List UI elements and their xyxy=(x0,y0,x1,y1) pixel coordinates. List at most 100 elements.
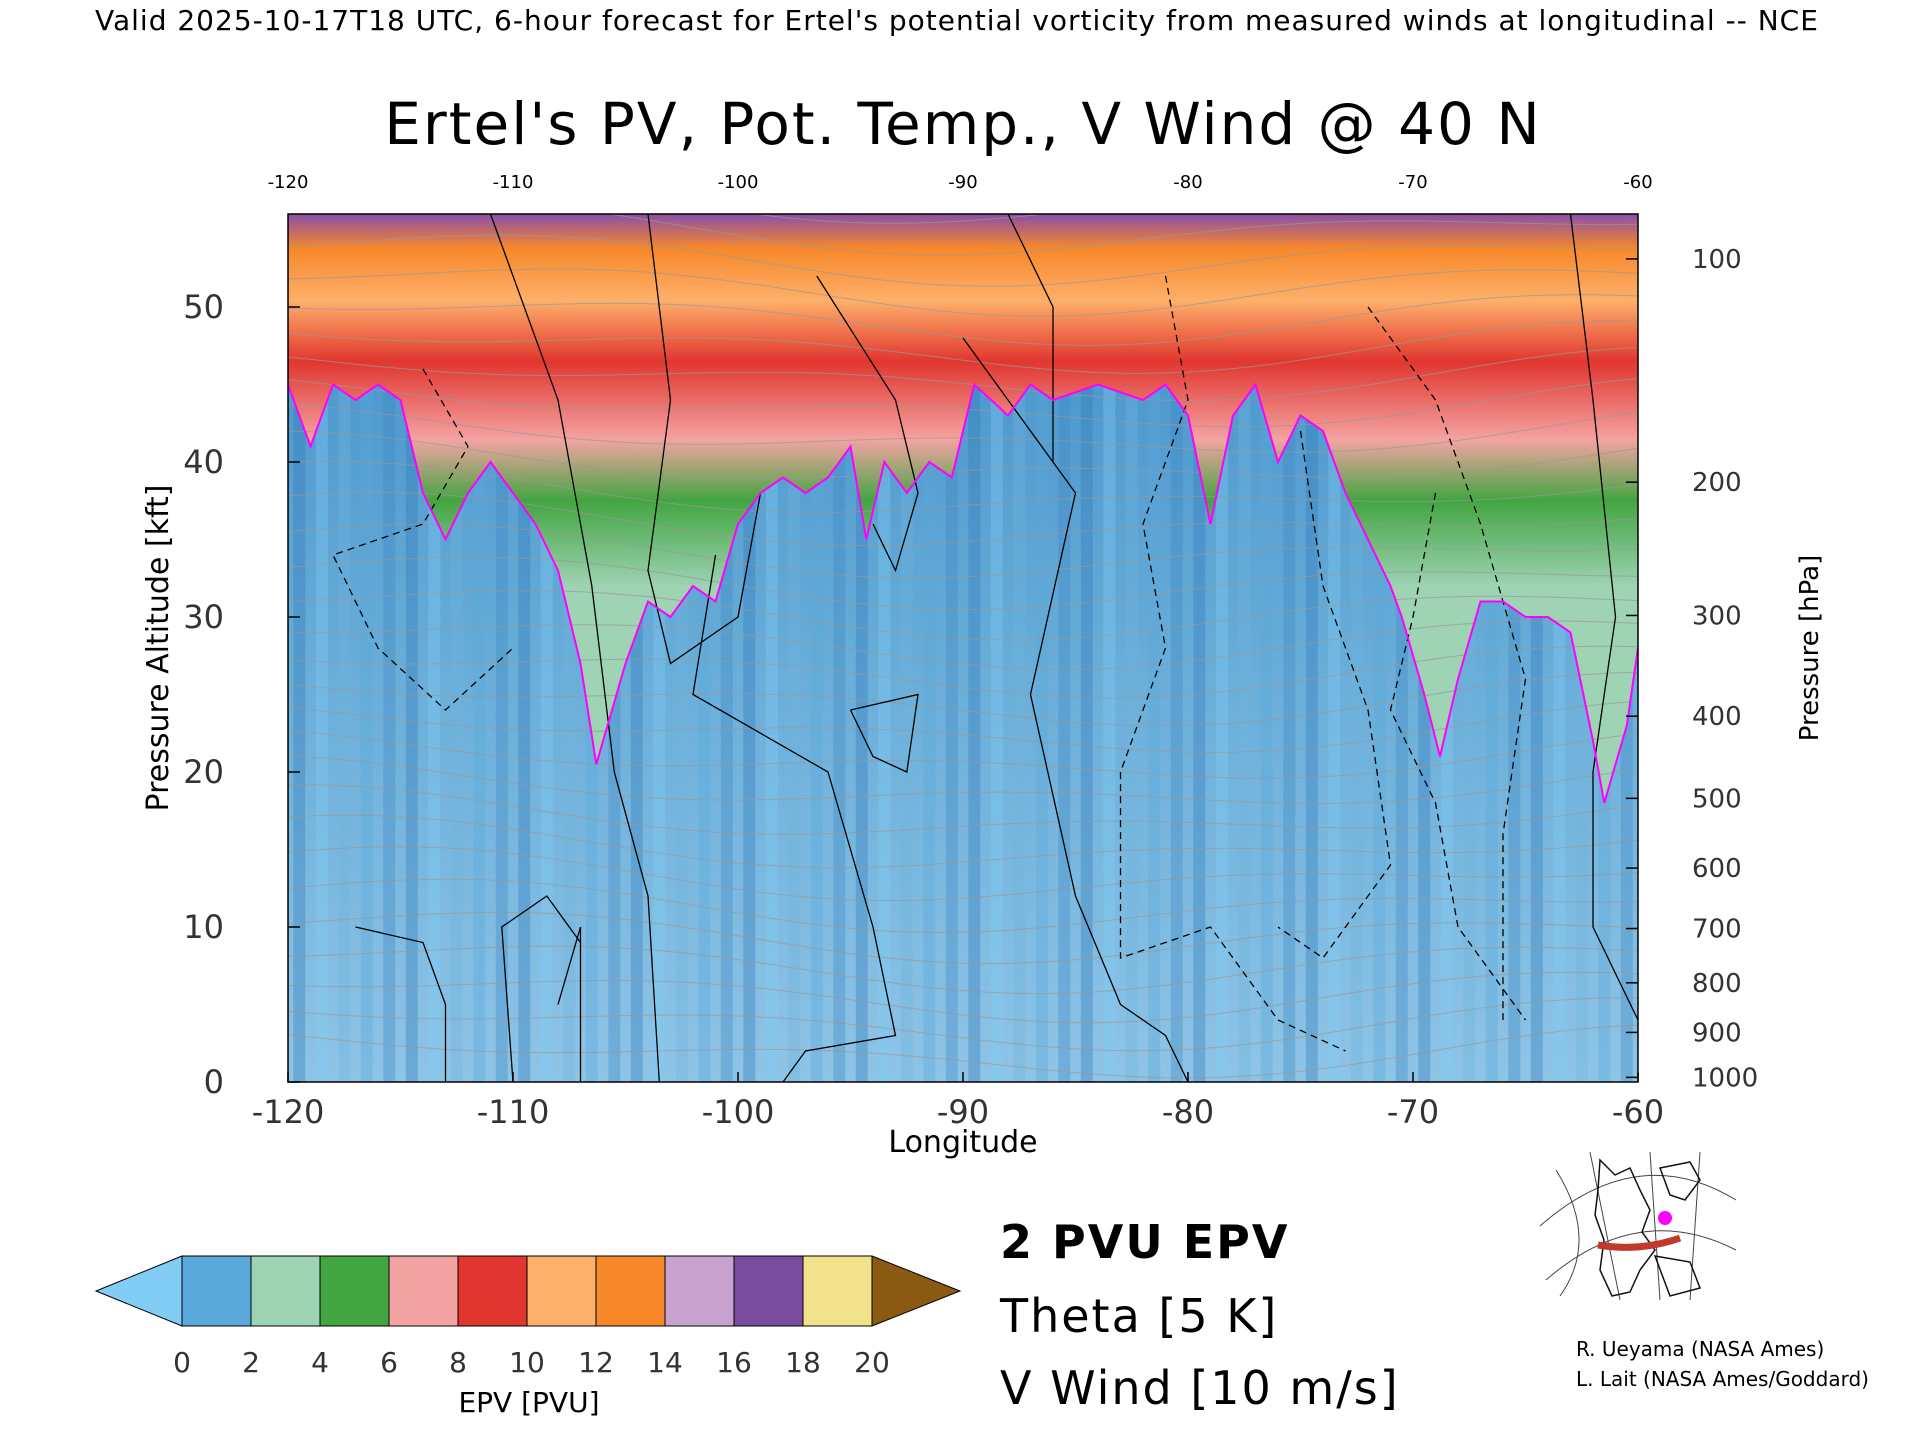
pressure-tick-label: 900 xyxy=(1692,1018,1742,1048)
y-axis-right: 100 200 300 400 500 600 700 800 900 1000 xyxy=(1626,245,1758,1093)
pv-streak xyxy=(338,214,351,1082)
pressure-tick-label: 500 xyxy=(1692,784,1742,814)
pv-streak xyxy=(1013,214,1026,1082)
theta-isentrope xyxy=(288,430,1638,480)
pv-streak xyxy=(1080,214,1093,1082)
theta-isentrope xyxy=(288,971,1638,1024)
wind-contour-negative xyxy=(1119,275,1346,1052)
theta-isentrope xyxy=(288,784,1638,835)
theta-isentrope xyxy=(288,945,1638,995)
theta-isentrope xyxy=(288,729,1638,779)
theta-isentrope xyxy=(288,319,1638,374)
colorbar-label: EPV [PVU] xyxy=(458,1386,599,1419)
x-tick-label: -80 xyxy=(1162,1093,1214,1131)
y-tick-label: 40 xyxy=(183,443,224,481)
x-tick-label: -100 xyxy=(702,1093,775,1131)
y-tick-label: 50 xyxy=(183,288,224,326)
x-top-tick-label: -120 xyxy=(268,172,309,193)
theta-isentrope xyxy=(288,347,1638,402)
y2-axis-label: Pressure [hPa] xyxy=(1795,555,1825,742)
colorbar-tick-label: 14 xyxy=(647,1346,683,1379)
wind-contour-positive xyxy=(1007,214,1054,462)
colorbar-segment xyxy=(802,1255,873,1327)
pressure-tick-label: 1000 xyxy=(1692,1063,1758,1093)
theta-isentrope xyxy=(288,814,1638,869)
x-top-tick-label: -100 xyxy=(718,172,759,193)
x-top-tick-label: -110 xyxy=(493,172,534,193)
theta-isentrope xyxy=(288,878,1638,934)
valid-header: Valid 2025-10-17T18 UTC, 6-hour forecast… xyxy=(95,4,1819,37)
wind-contour-negative xyxy=(1389,492,1527,1021)
wind-contour-positive xyxy=(489,214,660,1082)
x-tick-label: -70 xyxy=(1387,1093,1439,1131)
colorbar-segment xyxy=(319,1255,390,1327)
theta-isentrope xyxy=(288,590,1638,641)
x-axis-bottom: -120 -110 -100 -90 -80 -70 -60 xyxy=(252,1072,1664,1131)
colorbar-segment xyxy=(733,1255,804,1327)
x-tick-label: -90 xyxy=(937,1093,989,1131)
theta-isentrope xyxy=(288,523,1638,579)
theta-isentrope xyxy=(288,911,1638,965)
wind-contour-positive xyxy=(1569,214,1638,1021)
theta-isentrope xyxy=(288,700,1638,753)
pv-streak xyxy=(1148,214,1161,1082)
pressure-tick-label: 700 xyxy=(1692,915,1742,945)
map-coastline xyxy=(1594,1158,1701,1297)
colorbar-tick-label: 18 xyxy=(785,1346,821,1379)
wind-contour-positive xyxy=(355,926,447,1082)
colorbar-tick-label: 12 xyxy=(578,1346,614,1379)
pressure-tick-label: 400 xyxy=(1692,702,1742,732)
pv-streak xyxy=(1305,214,1318,1082)
pressure-tick-label: 800 xyxy=(1692,969,1742,999)
colorbar-tick-label: 2 xyxy=(242,1346,260,1379)
credit-line-1: R. Ueyama (NASA Ames) xyxy=(1576,1337,1824,1361)
colorbar-segment xyxy=(388,1255,459,1327)
pv-2pvu-contour xyxy=(288,382,1638,804)
pv-streak xyxy=(1170,214,1183,1082)
x-tick-label: -110 xyxy=(477,1093,550,1131)
wind-contour-negative xyxy=(332,368,514,711)
theta-isentrope xyxy=(751,214,1051,224)
pressure-tick-label: 100 xyxy=(1692,245,1742,275)
wind-contour-positive xyxy=(962,337,1189,1082)
colorbar-tick-label: 4 xyxy=(311,1346,329,1379)
legend-theta: Theta [5 K] xyxy=(999,1289,1278,1343)
map-grid xyxy=(1539,1151,1737,1301)
legend-wind: V Wind [10 m/s] xyxy=(1000,1361,1400,1415)
wind-contour-positive xyxy=(557,926,582,1082)
map-marker xyxy=(1658,1211,1672,1225)
location-map-inset xyxy=(1539,1151,1737,1301)
pressure-tick-label: 600 xyxy=(1692,854,1742,884)
theta-isentrope xyxy=(288,645,1638,699)
y-tick-label: 20 xyxy=(183,753,224,791)
pv-streak xyxy=(1103,214,1116,1082)
theta-isentrope xyxy=(288,755,1638,805)
theta-isentrope xyxy=(288,491,1638,547)
x-top-tick-label: -60 xyxy=(1623,172,1652,193)
y-axis-label: Pressure Altitude [kft] xyxy=(141,485,176,812)
pv-streak xyxy=(1125,214,1138,1082)
colorbar-tick-label: 6 xyxy=(380,1346,398,1379)
pv-streak xyxy=(315,214,328,1082)
theta-contours xyxy=(288,214,1638,1079)
y-axis-left: 0 10 20 30 40 50 xyxy=(183,288,300,1101)
theta-isentrope xyxy=(288,671,1638,727)
pv-streak xyxy=(1238,214,1251,1082)
theta-isentrope xyxy=(288,997,1638,1052)
y-tick-label: 30 xyxy=(183,598,224,636)
x-axis-top: -120 -110 -100 -90 -80 -70 -60 xyxy=(268,172,1653,193)
pv-streak xyxy=(383,214,396,1082)
x-top-tick-label: -70 xyxy=(1398,172,1427,193)
theta-isentrope xyxy=(288,268,1638,317)
colorbar-tick-label: 10 xyxy=(509,1346,545,1379)
colorbar-segment xyxy=(526,1255,597,1327)
x-tick-label: -60 xyxy=(1612,1093,1664,1131)
colorbar-segment xyxy=(250,1255,321,1327)
colorbar-tick-label: 20 xyxy=(854,1346,890,1379)
wind-contour-positive xyxy=(692,554,897,1082)
theta-isentrope xyxy=(288,556,1638,611)
colorbar-segment xyxy=(664,1255,735,1327)
theta-isentrope xyxy=(288,403,1638,453)
colorbar-tick-label: 0 xyxy=(173,1346,191,1379)
chart-title: Ertel's PV, Pot. Temp., V Wind @ 40 N xyxy=(384,90,1541,158)
